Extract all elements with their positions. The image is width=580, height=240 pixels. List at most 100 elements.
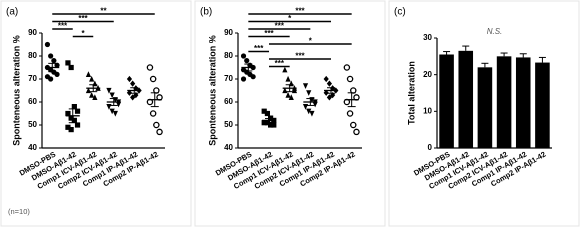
y-tick-label: 10: [423, 106, 432, 115]
sig-label: ***: [78, 14, 88, 23]
panel-frame: [194, 0, 386, 227]
point: [326, 94, 332, 101]
y-axis-label: Sponteneous alteration %: [11, 35, 21, 146]
point: [288, 94, 294, 100]
panel-frame: [0, 0, 192, 227]
point: [149, 75, 157, 83]
point: [343, 64, 351, 71]
y-tick-label: 30: [423, 33, 432, 42]
y-tick-label: 60: [28, 97, 37, 106]
point: [306, 108, 312, 115]
point: [346, 75, 354, 83]
point: [268, 122, 274, 128]
point: [51, 58, 57, 64]
point: [74, 122, 81, 128]
point: [92, 94, 98, 100]
sig-label: *: [288, 14, 292, 23]
sig-label: *: [81, 29, 85, 38]
point: [68, 127, 74, 133]
point: [54, 71, 60, 77]
point: [323, 75, 329, 83]
point: [106, 87, 112, 94]
point: [153, 121, 160, 129]
sig-label: ***: [295, 52, 305, 61]
point: [306, 90, 312, 96]
y-axis-label: Total alteration: [406, 61, 416, 125]
point: [346, 110, 354, 117]
point: [48, 53, 54, 59]
bar: [458, 50, 474, 149]
point: [89, 75, 95, 82]
y-tick-label: 70: [224, 74, 233, 83]
point: [353, 128, 360, 136]
point: [264, 110, 270, 117]
point: [89, 92, 95, 98]
note: (n=10): [8, 207, 30, 216]
bar: [439, 54, 454, 148]
point: [309, 110, 315, 117]
sig-label: ***: [58, 22, 68, 31]
panel-frame: [388, 0, 580, 227]
point: [240, 76, 247, 82]
point: [261, 108, 267, 114]
y-tick-label: 0: [428, 143, 433, 152]
point: [71, 117, 77, 123]
point: [271, 122, 277, 128]
y-tick-label: 60: [224, 97, 233, 106]
point: [85, 71, 92, 77]
point: [250, 74, 256, 80]
point: [112, 110, 118, 117]
sig-label: ***: [254, 44, 264, 53]
point: [282, 66, 288, 73]
y-tick-label: 90: [28, 28, 37, 37]
point: [156, 128, 163, 136]
point: [285, 92, 291, 98]
point: [54, 62, 60, 68]
bar: [496, 56, 512, 149]
point: [285, 75, 291, 82]
point: [149, 110, 157, 117]
bar: [515, 57, 531, 148]
annotation: N.S.: [487, 27, 503, 36]
point: [65, 60, 71, 66]
point: [68, 64, 74, 71]
point: [48, 76, 54, 82]
bar: [477, 67, 493, 148]
point: [261, 120, 267, 126]
point: [109, 108, 115, 115]
sig-label: ***: [295, 7, 305, 16]
bar: [535, 62, 550, 148]
point: [130, 80, 136, 87]
y-tick-label: 80: [28, 51, 37, 60]
point: [244, 58, 250, 64]
sig-label: ***: [275, 22, 285, 31]
point: [109, 92, 115, 99]
sig-label: **: [100, 7, 107, 16]
y-tick-label: 80: [224, 51, 233, 60]
point: [126, 89, 133, 96]
point: [330, 92, 336, 99]
point: [126, 75, 133, 83]
panel-label: (c): [394, 7, 406, 18]
point: [71, 104, 77, 110]
sig-label: *: [309, 37, 313, 46]
sig-label: ***: [264, 29, 274, 38]
point: [146, 64, 154, 71]
sig-label: ***: [275, 59, 285, 68]
point: [65, 124, 71, 130]
panel-label: (a): [6, 7, 18, 18]
y-tick-label: 50: [224, 120, 233, 129]
point: [323, 89, 329, 96]
panel-label: (b): [200, 7, 212, 18]
point: [74, 108, 81, 114]
y-axis-label: Sponteneous alteration %: [207, 35, 217, 146]
y-tick-label: 50: [28, 120, 37, 129]
y-tick-label: 20: [423, 70, 432, 79]
y-tick-label: 40: [224, 143, 233, 152]
point: [240, 53, 247, 59]
y-tick-label: 90: [224, 28, 233, 37]
point: [350, 121, 357, 129]
point: [44, 41, 51, 48]
point: [68, 115, 74, 121]
